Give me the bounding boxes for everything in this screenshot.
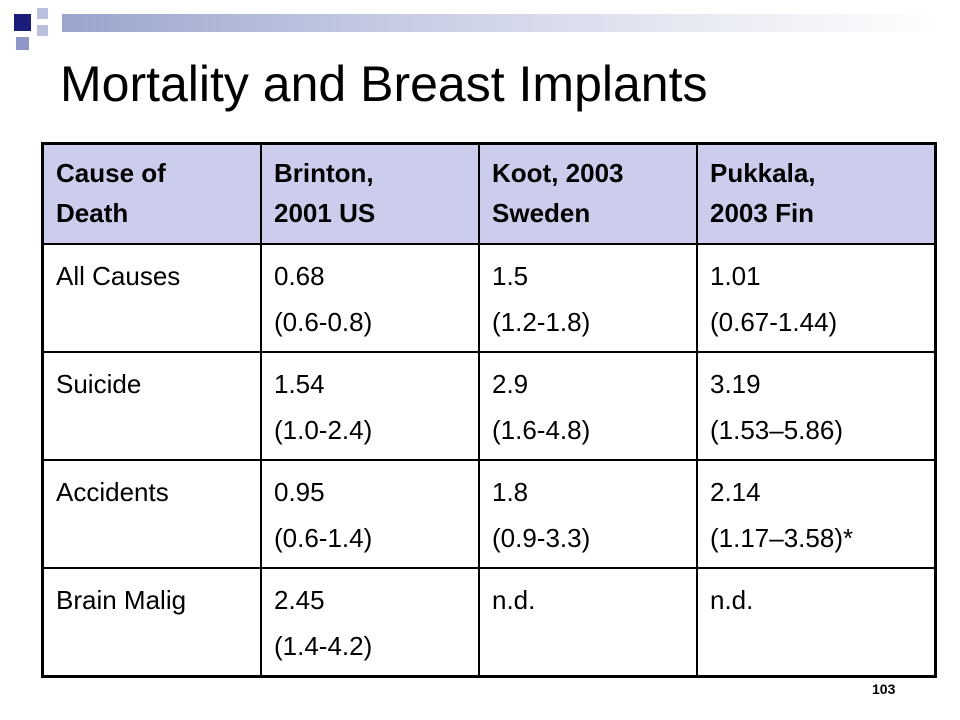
value: 0.95	[274, 477, 325, 507]
value: 2.9	[492, 369, 529, 399]
value: 1.8	[492, 477, 529, 507]
page-number: 103	[872, 681, 896, 697]
table-row: All Causes 0.68 (0.6-0.8) 1.5 (1.2-1.8) …	[41, 243, 937, 353]
brinton-cell: 0.68 (0.6-0.8)	[260, 243, 480, 353]
value: 3.19	[710, 369, 761, 399]
corner-square-mid	[16, 37, 29, 50]
cause-label: Brain Malig	[56, 585, 187, 615]
corner-square-light	[37, 25, 48, 36]
confidence-interval: (0.67-1.44)	[710, 307, 838, 337]
header-cause-of-death: Cause of Death	[41, 142, 262, 245]
confidence-interval: (1.2-1.8)	[492, 307, 591, 337]
header-text: Brinton,	[274, 158, 374, 188]
value: 1.5	[492, 261, 529, 291]
cause-label: All Causes	[56, 261, 181, 291]
header-koot: Koot, 2003 Sweden	[478, 142, 698, 245]
header-brinton: Brinton, 2001 US	[260, 142, 480, 245]
confidence-interval: (1.0-2.4)	[274, 415, 373, 445]
value: 2.14	[710, 477, 761, 507]
koot-cell: 1.8 (0.9-3.3)	[478, 459, 698, 569]
confidence-interval: (1.53–5.86)	[710, 415, 843, 445]
empty-line	[492, 623, 688, 669]
cause-cell: Brain Malig	[41, 567, 262, 678]
confidence-interval: (0.6-1.4)	[274, 523, 373, 553]
header-text: Cause of	[56, 158, 166, 188]
header-text: Koot, 2003	[492, 158, 624, 188]
value: 1.54	[274, 369, 325, 399]
confidence-interval: (1.6-4.8)	[492, 415, 591, 445]
confidence-interval: (0.6-0.8)	[274, 307, 373, 337]
value: n.d.	[492, 585, 536, 615]
empty-line	[710, 623, 926, 669]
brinton-cell: 1.54 (1.0-2.4)	[260, 351, 480, 461]
corner-square-dark	[14, 14, 31, 31]
confidence-interval: (1.4-4.2)	[274, 631, 373, 661]
slide-title: Mortality and Breast Implants	[60, 56, 708, 112]
header-text: 2003 Fin	[710, 198, 815, 228]
table-row: Accidents 0.95 (0.6-1.4) 1.8 (0.9-3.3) 2…	[41, 459, 937, 569]
pukkala-cell: 3.19 (1.53–5.86)	[696, 351, 937, 461]
koot-cell: 1.5 (1.2-1.8)	[478, 243, 698, 353]
table-row: Suicide 1.54 (1.0-2.4) 2.9 (1.6-4.8) 3.1…	[41, 351, 937, 461]
brinton-cell: 0.95 (0.6-1.4)	[260, 459, 480, 569]
value: 1.01	[710, 261, 761, 291]
header-text: Death	[56, 198, 129, 228]
confidence-interval: (0.9-3.3)	[492, 523, 591, 553]
cause-cell: Accidents	[41, 459, 262, 569]
header-text: Pukkala,	[710, 158, 816, 188]
table-row: Brain Malig 2.45 (1.4-4.2) n.d. n.d.	[41, 567, 937, 678]
cause-label: Suicide	[56, 369, 142, 399]
cause-cell: All Causes	[41, 243, 262, 353]
header-pukkala: Pukkala, 2003 Fin	[696, 142, 937, 245]
pukkala-cell: 2.14 (1.17–3.58)*	[696, 459, 937, 569]
header-text: Sweden	[492, 198, 591, 228]
koot-cell: 2.9 (1.6-4.8)	[478, 351, 698, 461]
confidence-interval: (1.17–3.58)*	[710, 523, 854, 553]
pukkala-cell: n.d.	[696, 567, 937, 678]
value: 2.45	[274, 585, 325, 615]
pukkala-cell: 1.01 (0.67-1.44)	[696, 243, 937, 353]
mortality-table: Cause of Death Brinton, 2001 US Koot, 20…	[41, 142, 937, 678]
header-text: 2001 US	[274, 198, 376, 228]
cause-label: Accidents	[56, 477, 169, 507]
table-header-row: Cause of Death Brinton, 2001 US Koot, 20…	[41, 142, 937, 245]
koot-cell: n.d.	[478, 567, 698, 678]
cause-cell: Suicide	[41, 351, 262, 461]
value: n.d.	[710, 585, 754, 615]
corner-square-light	[37, 8, 48, 19]
header-gradient-bar	[62, 14, 942, 32]
value: 0.68	[274, 261, 325, 291]
brinton-cell: 2.45 (1.4-4.2)	[260, 567, 480, 678]
